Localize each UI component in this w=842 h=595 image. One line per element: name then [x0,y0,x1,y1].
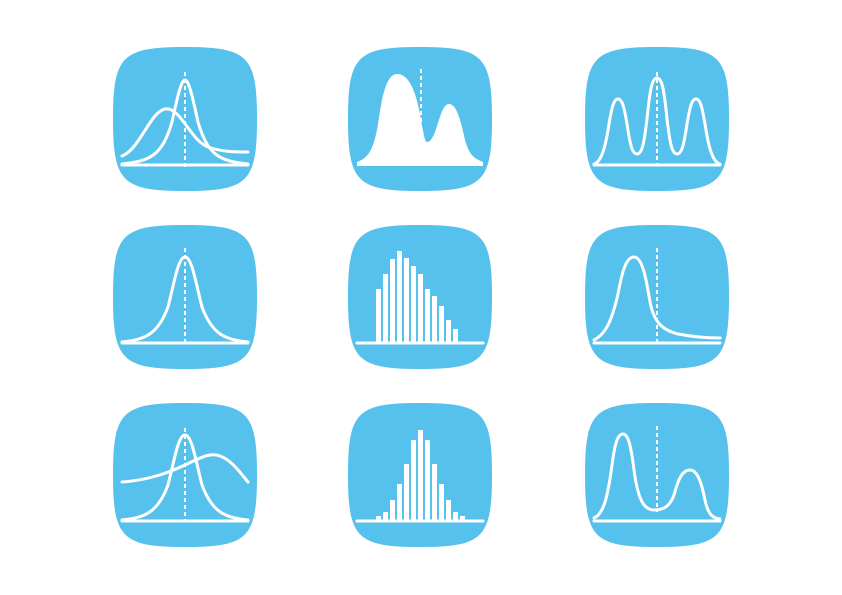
tile-background [113,47,257,191]
histogram-bar [460,516,465,520]
histogram-bar [390,500,395,520]
histogram-bar [383,274,388,342]
histogram-bar [376,516,381,520]
wide-and-narrow-curves-icon [110,400,260,550]
histogram-bars [376,251,458,342]
tile-background [113,403,257,547]
bimodal-curve-icon [582,400,732,550]
bimodal-curve [592,432,722,521]
histogram-bar [411,440,416,520]
histogram-bar [397,251,402,342]
tile-background [585,47,729,191]
histogram-bar [432,464,437,520]
histogram-bar [439,484,444,520]
wide-curve [120,453,250,484]
histogram-bar [439,306,444,342]
histogram-bar [411,266,416,342]
histogram-bar [404,258,409,342]
trimodal-curve [592,76,722,166]
histogram-bar [376,289,381,342]
overlapping-curves-icon [110,44,260,194]
histogram-bar [418,274,423,342]
normal-curve-icon [110,222,260,372]
histogram-bar [418,430,423,520]
right-skewed-curve-icon [582,222,732,372]
histogram-bar [383,512,388,520]
narrow-curve [120,433,250,522]
histogram-bars [376,430,465,520]
histogram-bar [453,512,458,520]
histogram-bar [425,440,430,520]
bell-curve [120,255,250,344]
histogram-bar [446,320,451,342]
histogram-bar [390,259,395,342]
histogram-bar [432,296,437,342]
normal-histogram-icon [345,400,495,550]
histogram-bar [397,484,402,520]
skewed-histogram-icon [345,222,495,372]
bimodal-area-icon [345,44,495,194]
skewed-curve [120,107,250,158]
skewed-curve [592,255,722,342]
histogram-bar [446,500,451,520]
histogram-bar [425,289,430,342]
histogram-bar [453,329,458,342]
trimodal-curve-icon [582,44,732,194]
histogram-bar [404,464,409,520]
